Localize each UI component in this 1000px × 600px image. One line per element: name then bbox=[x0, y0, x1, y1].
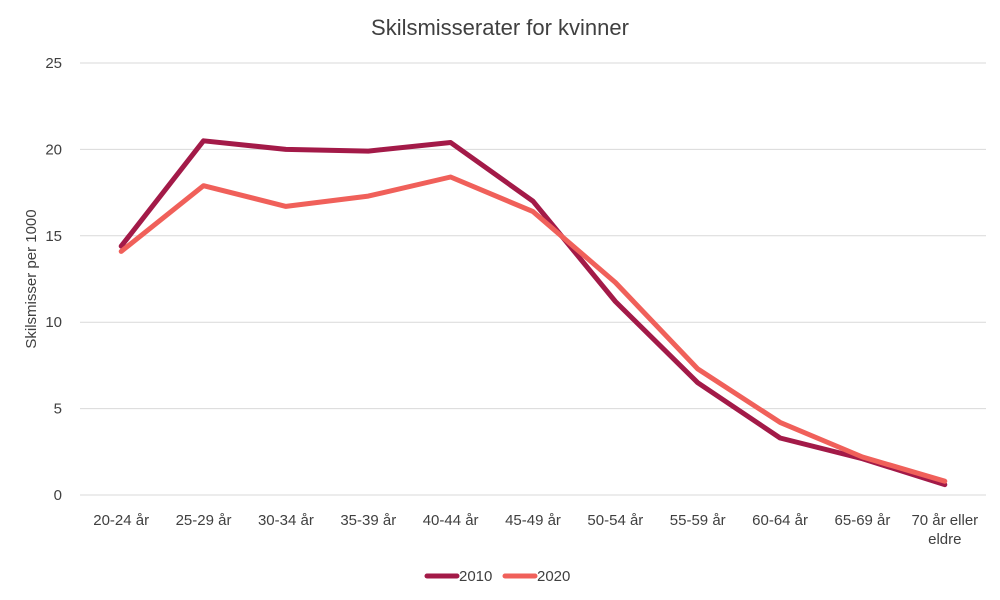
y-tick-label: 0 bbox=[54, 487, 62, 504]
series-lines bbox=[118, 138, 948, 488]
chart-title: Skilsmisserater for kvinner bbox=[371, 15, 629, 40]
legend-label-2020: 2020 bbox=[537, 568, 570, 585]
x-tick-label: 40-44 år bbox=[423, 512, 479, 529]
y-tick-label: 20 bbox=[45, 141, 62, 158]
x-tick-label: 50-54 år bbox=[587, 512, 643, 529]
legend: 2010 2020 bbox=[424, 568, 570, 585]
x-tick-label: 60-64 år bbox=[752, 512, 808, 529]
legend-label-2010: 2010 bbox=[459, 568, 492, 585]
series-line-2020 bbox=[118, 174, 948, 484]
x-axis-ticks: 20-24 år 25-29 år 30-34 år 35-39 år 40-44 år… bbox=[93, 512, 978, 548]
x-tick-label: 45-49 år bbox=[505, 512, 561, 529]
y-tick-label: 15 bbox=[45, 228, 62, 245]
x-tick-label: 30-34 år bbox=[258, 512, 314, 529]
x-tick-label: 35-39 år bbox=[340, 512, 396, 529]
y-axis-ticks: 0 5 10 15 20 25 bbox=[45, 55, 62, 504]
x-tick-label: 25-29 år bbox=[176, 512, 232, 529]
gridlines bbox=[80, 62, 986, 496]
x-tick-label: 55-59 år bbox=[670, 512, 726, 529]
series-line-2010 bbox=[118, 138, 948, 488]
y-axis-label: Skilsmisser per 1000 bbox=[23, 209, 40, 348]
y-tick-label: 10 bbox=[45, 314, 62, 331]
y-tick-label: 5 bbox=[54, 401, 62, 418]
x-tick-label: 20-24 år bbox=[93, 512, 149, 529]
y-tick-label: 25 bbox=[45, 55, 62, 72]
x-tick-label: 70 år eller eldre bbox=[911, 512, 978, 548]
x-tick-label: 65-69 år bbox=[835, 512, 891, 529]
